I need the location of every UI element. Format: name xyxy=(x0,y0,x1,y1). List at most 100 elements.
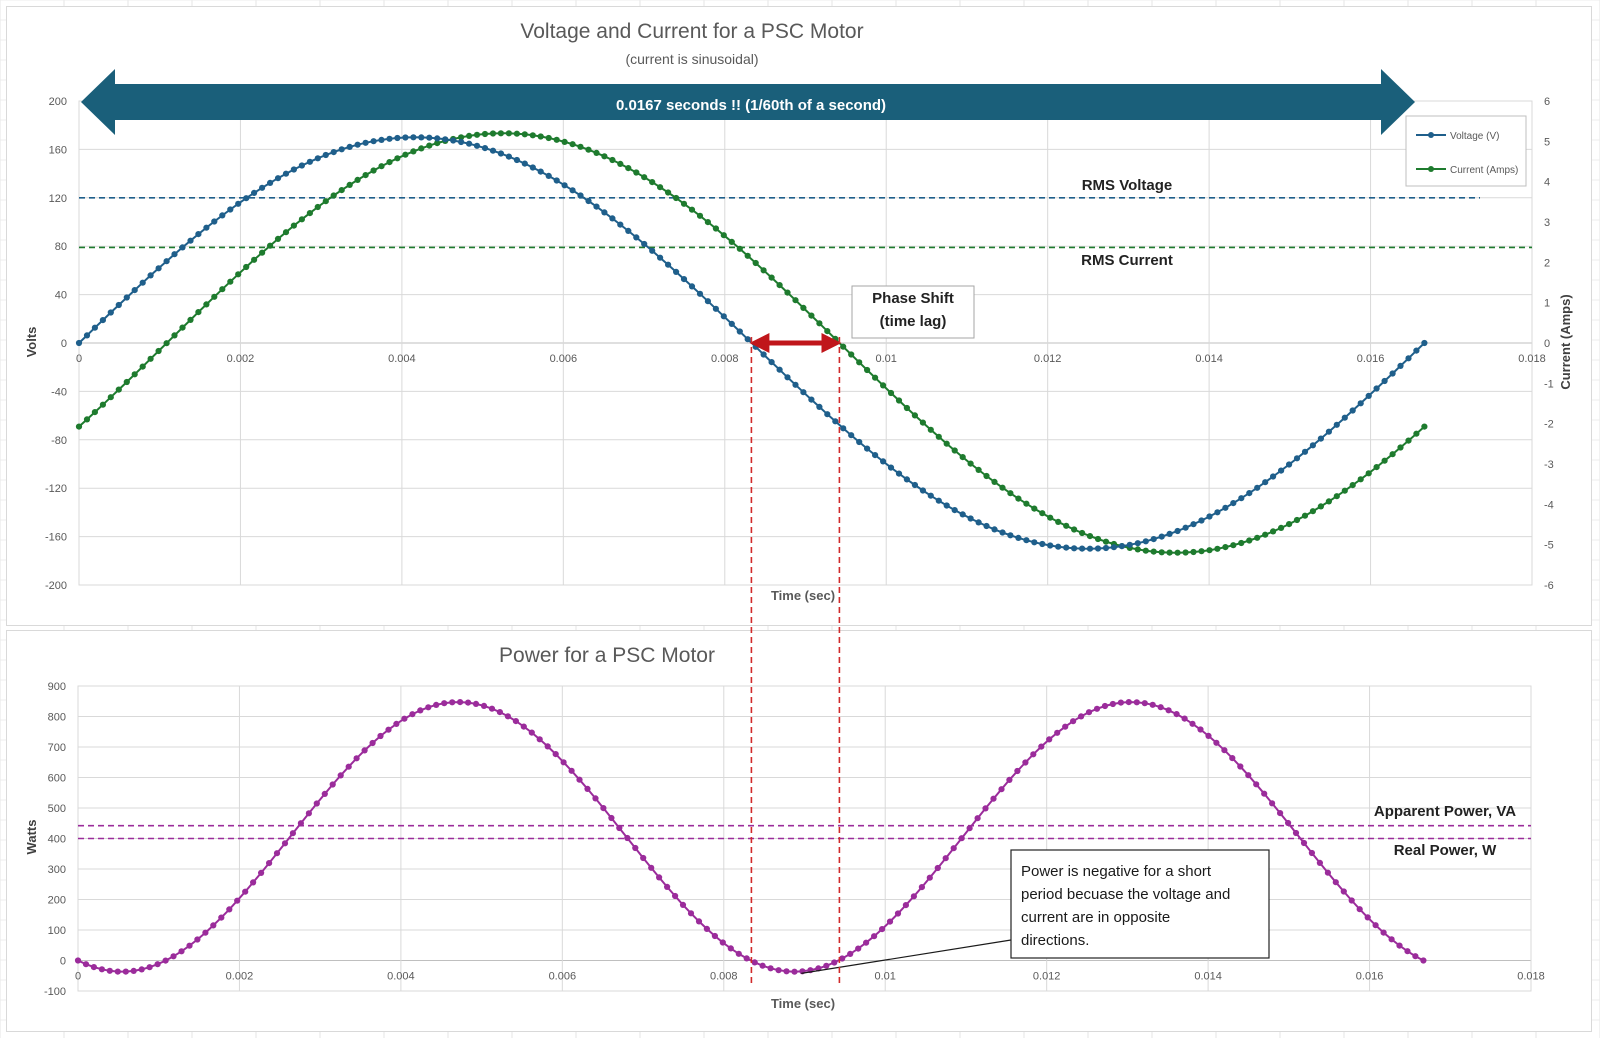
power-series-point xyxy=(210,922,217,929)
power-series-point xyxy=(1149,701,1156,708)
power-series-point xyxy=(910,893,918,900)
x-tick-label: 0.01 xyxy=(875,971,896,983)
current-series-point xyxy=(752,259,759,267)
voltage-series-point xyxy=(338,146,345,153)
power-series-point xyxy=(74,957,82,964)
y-tick-label: -40 xyxy=(51,386,67,398)
current-series-point xyxy=(155,347,162,355)
power-series-point xyxy=(950,845,957,852)
current-series-point xyxy=(1174,549,1181,556)
current-series-point xyxy=(1413,430,1420,437)
current-series-point xyxy=(903,404,911,412)
voltage-series-point xyxy=(99,317,106,324)
power-series-point xyxy=(1062,723,1069,730)
y2-tick-label: -6 xyxy=(1544,580,1554,592)
power-series-point xyxy=(250,879,257,886)
voltage-series-point xyxy=(322,151,329,159)
phase-marker-lines xyxy=(750,337,841,985)
current-series-point xyxy=(816,320,823,327)
power-series-point xyxy=(1300,839,1308,847)
power-series-point xyxy=(831,959,838,966)
current-series-point xyxy=(720,232,727,239)
y-tick-label: 100 xyxy=(48,925,66,937)
voltage-series-point xyxy=(1047,542,1054,549)
voltage-series-point xyxy=(959,511,966,518)
power-series-point xyxy=(966,825,973,832)
voltage-series-point xyxy=(147,272,154,279)
voltage-series-point xyxy=(649,247,656,254)
voltage-series-point xyxy=(1317,435,1324,442)
x-tick-label: 0.016 xyxy=(1357,353,1385,365)
current-series-point xyxy=(235,271,242,278)
voltage-series-point xyxy=(1413,347,1420,354)
voltage-series-point xyxy=(1071,545,1078,552)
y2-tick-label: 0 xyxy=(1544,338,1550,350)
power-series-point xyxy=(417,707,424,714)
y-tick-label: -120 xyxy=(45,483,67,495)
negative-power-note: Power is negative for a short period bec… xyxy=(801,849,1270,974)
current-series-point xyxy=(1150,548,1157,555)
voltage-series-point xyxy=(824,411,831,418)
note-line-2: period becuase the voltage and xyxy=(1021,886,1230,903)
current-series-point xyxy=(975,466,982,473)
y-tick-label: 600 xyxy=(48,773,66,785)
voltage-series-point xyxy=(1325,428,1332,435)
voltage-series-point xyxy=(776,366,783,373)
voltage-series-point xyxy=(1357,400,1364,407)
x-tick-label: 0.018 xyxy=(1517,971,1545,983)
voltage-series-point xyxy=(1286,461,1293,468)
power-series-point xyxy=(942,855,949,862)
current-series-point xyxy=(1086,533,1094,540)
current-series-point xyxy=(999,484,1006,491)
voltage-series-point xyxy=(1222,504,1229,511)
power-series-point xyxy=(592,795,599,802)
voltage-series-point xyxy=(840,425,847,432)
power-series-point xyxy=(361,747,368,754)
current-series-point xyxy=(569,141,576,148)
voltage-series-point xyxy=(680,276,688,283)
voltage-series-point xyxy=(195,231,202,238)
power-series-point xyxy=(727,945,734,952)
voltage-series-point xyxy=(848,432,855,439)
power-series-point xyxy=(759,962,766,969)
current-series-point xyxy=(298,216,305,223)
current-series-point xyxy=(1031,505,1038,512)
power-series-point xyxy=(679,901,687,909)
current-series-point xyxy=(601,153,608,160)
power-series-point xyxy=(1396,942,1403,949)
current-series-point xyxy=(434,140,441,147)
voltage-series-point xyxy=(1270,473,1277,480)
power-series-point xyxy=(1078,713,1085,720)
power-series-point xyxy=(138,966,145,973)
power-series-point xyxy=(297,820,304,827)
current-series-point xyxy=(1134,546,1141,553)
voltage-series-point xyxy=(1079,545,1086,552)
current-series-point xyxy=(1349,482,1356,489)
power-series-point xyxy=(313,800,320,807)
power-series-point xyxy=(1292,829,1300,837)
current-series-point xyxy=(824,328,831,335)
power-series-point xyxy=(1141,700,1148,707)
current-series-point xyxy=(330,192,337,199)
legend-current-marker xyxy=(1428,166,1434,172)
y-tick-label: 300 xyxy=(48,864,66,876)
voltage-series-point xyxy=(752,343,759,350)
voltage-series-point xyxy=(1110,544,1117,551)
current-series-point xyxy=(959,454,966,461)
current-series-point xyxy=(1262,531,1269,538)
power-series-point xyxy=(656,874,663,881)
current-series-point xyxy=(243,263,250,271)
voltage-series-point xyxy=(561,182,568,189)
power-series-point xyxy=(918,884,926,891)
power-series-point xyxy=(648,864,655,871)
power-series-point xyxy=(823,962,830,969)
voltage-series-point xyxy=(410,134,417,141)
x-tick-label: 0.002 xyxy=(226,971,254,983)
voltage-series-point xyxy=(720,313,727,320)
current-series-point xyxy=(1094,535,1102,543)
power-series-point xyxy=(1125,699,1132,706)
voltage-series-point xyxy=(298,162,305,169)
current-series-point xyxy=(633,169,640,176)
current-series-point xyxy=(1063,522,1070,529)
voltage-series-point xyxy=(577,192,584,199)
